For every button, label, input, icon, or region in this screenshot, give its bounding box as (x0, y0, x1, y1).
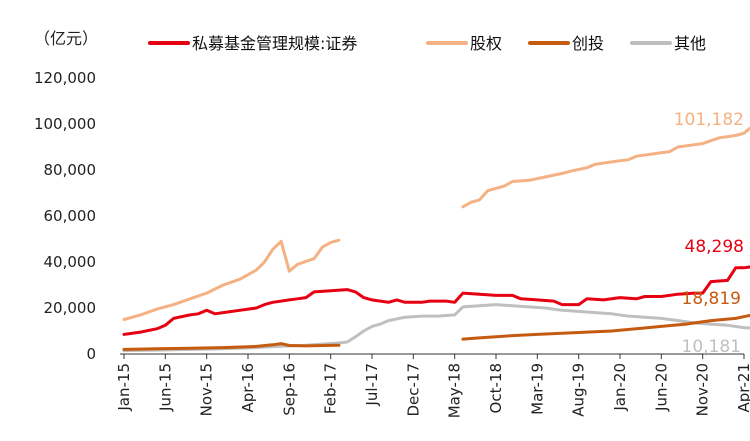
x-tick-label: Aug-19 (570, 363, 588, 417)
legend-label: 私募基金管理规模:证券 (192, 34, 357, 53)
legend-label: 创投 (572, 34, 604, 53)
y-tick-label: 120,000 (34, 69, 96, 87)
legend: 私募基金管理规模:证券 股权 创投 其他 (148, 34, 706, 53)
x-tick-label: Jan-15 (115, 363, 133, 412)
series-line-2 (122, 313, 750, 351)
end-value-label-2: 18,819 (682, 289, 741, 309)
end-value-label-1: 101,182 (674, 110, 744, 130)
x-tick-label: Jan-20 (611, 363, 629, 412)
series-line-1 (122, 126, 750, 321)
y-tick-label: 20,000 (44, 299, 97, 317)
x-tick-label: Sep-16 (280, 363, 298, 416)
x-tick-label: Oct-18 (487, 363, 505, 413)
y-tick-label: 40,000 (44, 253, 97, 271)
plot-area (122, 126, 750, 353)
x-tick-label: Apr-16 (239, 363, 257, 413)
x-tick-label: Nov-15 (198, 363, 216, 416)
x-tick-label: Jul-17 (363, 363, 381, 407)
legend-item-1: 股权 (426, 34, 502, 53)
y-tick-label: 60,000 (44, 207, 97, 225)
legend-label: 其他 (674, 34, 706, 53)
legend-label: 股权 (470, 34, 502, 53)
x-tick-label: Mar-19 (528, 363, 546, 415)
legend-item-2: 创投 (528, 34, 604, 53)
legend-item-0: 私募基金管理规模:证券 (148, 34, 357, 53)
end-labels: 48,298 101,182 18,819 10,181 (674, 110, 744, 357)
legend-item-3: 其他 (630, 34, 706, 53)
end-value-label-0: 48,298 (685, 237, 744, 257)
x-tick-label: Apr-21 (735, 363, 750, 413)
x-tick-label: Jun-15 (156, 363, 174, 412)
y-tick-label: 0 (86, 345, 96, 363)
x-tick-label: Jun-20 (652, 363, 670, 412)
end-value-label-3: 10,181 (682, 337, 741, 357)
x-tick-label: May-18 (446, 363, 464, 418)
series-line-0 (122, 265, 750, 336)
y-tick-label: 100,000 (34, 115, 96, 133)
y-tick-label: 80,000 (44, 161, 97, 179)
x-tick-label: Dec-17 (404, 363, 422, 417)
x-tick-label: Feb-17 (322, 363, 340, 414)
unit-label: （亿元） (34, 29, 98, 48)
x-tick-label: Nov-20 (694, 363, 712, 416)
y-axis: 120,000 100,000 80,000 60,000 40,000 20,000 0 (34, 69, 96, 363)
x-axis: Jan-15 Jun-15 Nov-15 Apr-16 Sep-16 Feb-17 Jul-… (115, 353, 750, 418)
